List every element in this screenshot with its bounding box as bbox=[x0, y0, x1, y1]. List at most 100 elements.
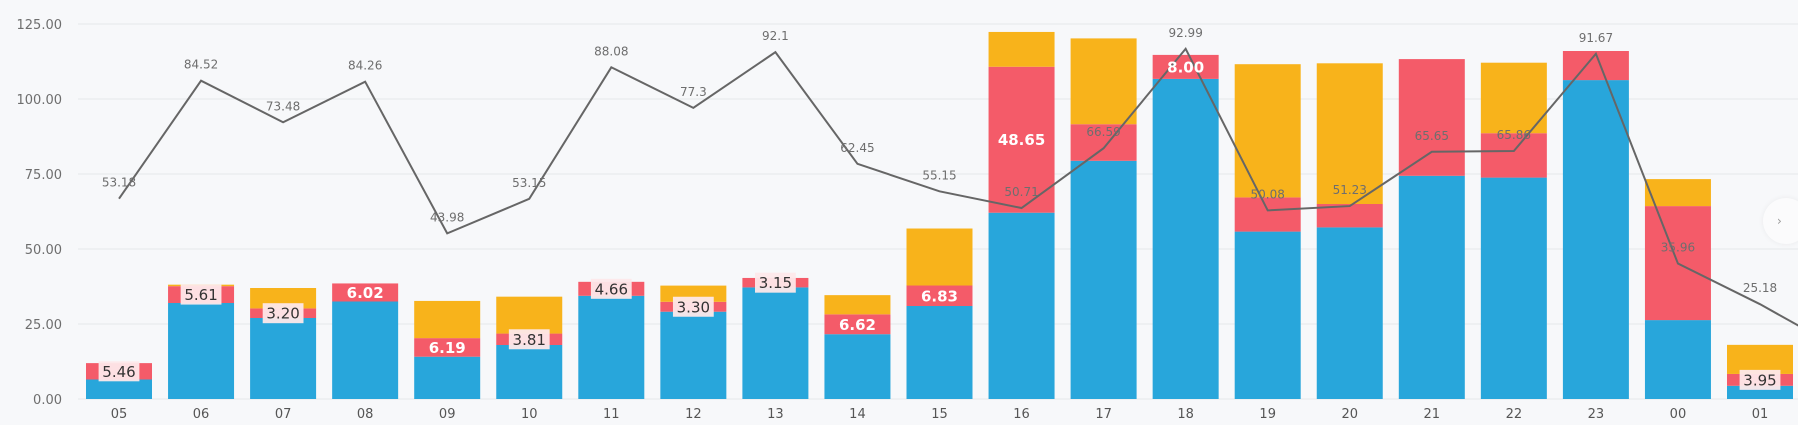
line-data-label: 35.96 bbox=[1661, 241, 1695, 255]
bar-data-label: 4.66 bbox=[595, 280, 628, 298]
line-data-label: 92.1 bbox=[762, 29, 789, 43]
bar-segment-blue bbox=[86, 379, 152, 399]
y-tick-label: 50.00 bbox=[25, 243, 62, 258]
x-tick-label: 08 bbox=[357, 407, 374, 422]
bar-segment-blue bbox=[250, 318, 317, 399]
x-tick-label: 23 bbox=[1588, 407, 1605, 422]
x-tick-label: 01 bbox=[1752, 407, 1769, 422]
bar-data-label: 48.65 bbox=[998, 131, 1045, 149]
bar-segment-blue bbox=[332, 301, 399, 399]
bar-segment-red bbox=[824, 314, 891, 335]
bar-segment-orange bbox=[906, 228, 973, 286]
line-data-label: 25.18 bbox=[1743, 281, 1777, 295]
bar-data-label: 8.00 bbox=[1167, 58, 1204, 76]
x-tick-label: 18 bbox=[1177, 407, 1194, 422]
line-data-label: 62.45 bbox=[840, 141, 874, 155]
bar-segment-red bbox=[906, 285, 973, 306]
x-tick-label: 09 bbox=[439, 407, 456, 422]
line-data-label: 77.3 bbox=[680, 85, 707, 99]
line-data-label: 92.99 bbox=[1168, 26, 1202, 40]
bar-segment-blue bbox=[414, 356, 481, 399]
line-data-label: 50.08 bbox=[1251, 187, 1285, 201]
line-data-label: 65.65 bbox=[1415, 129, 1449, 143]
bar-label-background bbox=[180, 284, 222, 305]
bar-segment-red bbox=[1234, 197, 1301, 232]
bar-segment-blue bbox=[742, 287, 809, 399]
bar-data-label: 6.19 bbox=[429, 339, 466, 357]
bar-segment-orange bbox=[1480, 62, 1547, 134]
x-tick-label: 10 bbox=[521, 407, 538, 422]
chart-scroll-right-button[interactable]: › bbox=[1763, 198, 1798, 244]
bar-label-background bbox=[755, 272, 796, 293]
chevron-right-icon: › bbox=[1777, 214, 1782, 228]
bar-segment-orange bbox=[1234, 64, 1301, 198]
y-tick-label: 75.00 bbox=[25, 168, 62, 183]
bar-segment-blue bbox=[1152, 78, 1219, 400]
x-tick-label: 05 bbox=[111, 407, 128, 422]
x-tick-label: 00 bbox=[1670, 407, 1687, 422]
x-tick-label: 17 bbox=[1095, 407, 1112, 422]
bar-segment-blue bbox=[1480, 177, 1547, 399]
bar-segment-blue bbox=[168, 303, 235, 399]
line-data-label: 84.26 bbox=[348, 59, 382, 73]
bar-label-background bbox=[1739, 369, 1781, 390]
x-tick-label: 06 bbox=[193, 407, 210, 422]
bars bbox=[86, 31, 1793, 400]
line-data-label: 66.59 bbox=[1086, 125, 1120, 139]
bar-data-label: 3.20 bbox=[266, 305, 299, 323]
bar-segment-blue bbox=[1316, 227, 1383, 399]
bar-segment-blue bbox=[496, 345, 563, 399]
x-tick-label: 19 bbox=[1259, 407, 1276, 422]
x-tick-label: 11 bbox=[603, 407, 620, 422]
x-tick-label: 14 bbox=[849, 407, 866, 422]
bar-label-background bbox=[98, 361, 140, 382]
line-data-label: 43.98 bbox=[430, 210, 464, 224]
bar-segment-orange bbox=[414, 300, 481, 339]
bar-data-label: 3.30 bbox=[677, 298, 710, 316]
bar-segment-blue bbox=[1644, 320, 1711, 399]
bar-segment-red bbox=[1070, 124, 1137, 161]
line-series bbox=[118, 46, 1798, 327]
bar-data-label: 6.83 bbox=[921, 287, 958, 305]
y-tick-label: 125.00 bbox=[17, 18, 63, 33]
x-tick-label: 15 bbox=[931, 407, 948, 422]
bar-segment-blue bbox=[906, 306, 973, 399]
line-data-label: 50.71 bbox=[1004, 185, 1038, 199]
line-data-label: 53.18 bbox=[102, 176, 136, 190]
bar-segment-orange bbox=[496, 296, 563, 334]
bar-segment-blue bbox=[1234, 231, 1301, 399]
x-tick-label: 21 bbox=[1424, 407, 1441, 422]
line-data-label: 55.15 bbox=[922, 168, 956, 182]
line-data-label: 84.52 bbox=[184, 58, 218, 72]
bar-segment-blue bbox=[1398, 175, 1465, 399]
x-tick-label: 13 bbox=[767, 407, 784, 422]
bar-data-label: 5.61 bbox=[184, 286, 217, 304]
bar-segment-blue bbox=[660, 311, 727, 399]
x-tick-label: 16 bbox=[1013, 407, 1030, 422]
y-tick-label: 25.00 bbox=[25, 318, 62, 333]
bar-data-label: 5.46 bbox=[102, 363, 135, 381]
x-tick-label: 12 bbox=[685, 407, 702, 422]
bar-segment-red bbox=[1316, 204, 1383, 228]
y-tick-label: 0.00 bbox=[33, 393, 62, 408]
x-tick-label: 22 bbox=[1506, 407, 1523, 422]
bar-data-label: 3.95 bbox=[1743, 371, 1776, 389]
bar-segment-red bbox=[1480, 133, 1547, 178]
bar-segment-blue bbox=[578, 295, 645, 399]
y-tick-label: 100.00 bbox=[17, 93, 63, 108]
bar-segment-red bbox=[414, 338, 481, 357]
bar-segment-orange bbox=[988, 31, 1055, 67]
bar-segment-orange bbox=[824, 295, 891, 315]
x-tick-label: 20 bbox=[1341, 407, 1358, 422]
bar-segment-blue bbox=[988, 212, 1055, 399]
bar-segment-red bbox=[1398, 59, 1465, 176]
line-data-label: 65.86 bbox=[1497, 128, 1531, 142]
line-data-label: 91.67 bbox=[1579, 31, 1613, 45]
line-data-label: 51.23 bbox=[1333, 183, 1367, 197]
bar-segment-orange bbox=[1644, 179, 1711, 207]
bar-label-background bbox=[508, 329, 550, 350]
bar-segment-blue bbox=[1070, 160, 1137, 399]
bar-label-background bbox=[672, 296, 714, 317]
x-axis: 05 06 07 08 09 10 11 12 13 14 15 16 17 18 19 20 21 22 23 00… bbox=[111, 407, 1769, 422]
